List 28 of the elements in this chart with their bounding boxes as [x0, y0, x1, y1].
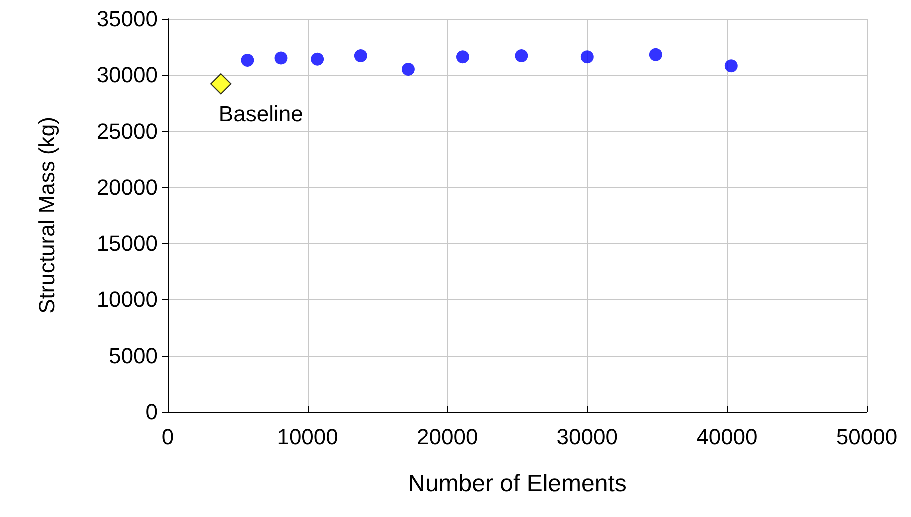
y-tick-label: 35000 — [96, 6, 158, 32]
y-tick-label: 15000 — [96, 231, 158, 256]
point — [580, 50, 594, 64]
x-tick-label: 40000 — [696, 424, 758, 450]
x-tick-label: 50000 — [836, 424, 898, 450]
point — [210, 74, 232, 95]
x-tick-label: 20000 — [417, 424, 478, 450]
y-tick-label: 20000 — [96, 174, 158, 200]
x-axis-title: Number of Elements — [408, 470, 627, 498]
y-tick-label: 30000 — [96, 62, 158, 88]
annotation: Baseline — [218, 102, 304, 127]
y-tick-label: 10000 — [96, 287, 158, 312]
x-tick-label: 30000 — [556, 424, 618, 450]
point — [649, 48, 662, 62]
y-tick-label: 0 — [146, 400, 158, 424]
point — [724, 60, 738, 73]
y-tick-label: 25000 — [96, 118, 158, 144]
x-tick-label: 0 — [162, 424, 174, 450]
x-tick-label: 10000 — [277, 424, 338, 450]
point — [402, 63, 415, 76]
y-axis-title: Structural Mass (kg) — [34, 117, 60, 314]
point — [241, 54, 254, 68]
point — [354, 50, 368, 63]
point — [311, 52, 324, 66]
point — [274, 52, 288, 65]
point — [515, 50, 528, 63]
y-tick-label: 5000 — [109, 343, 158, 368]
point — [456, 50, 470, 64]
